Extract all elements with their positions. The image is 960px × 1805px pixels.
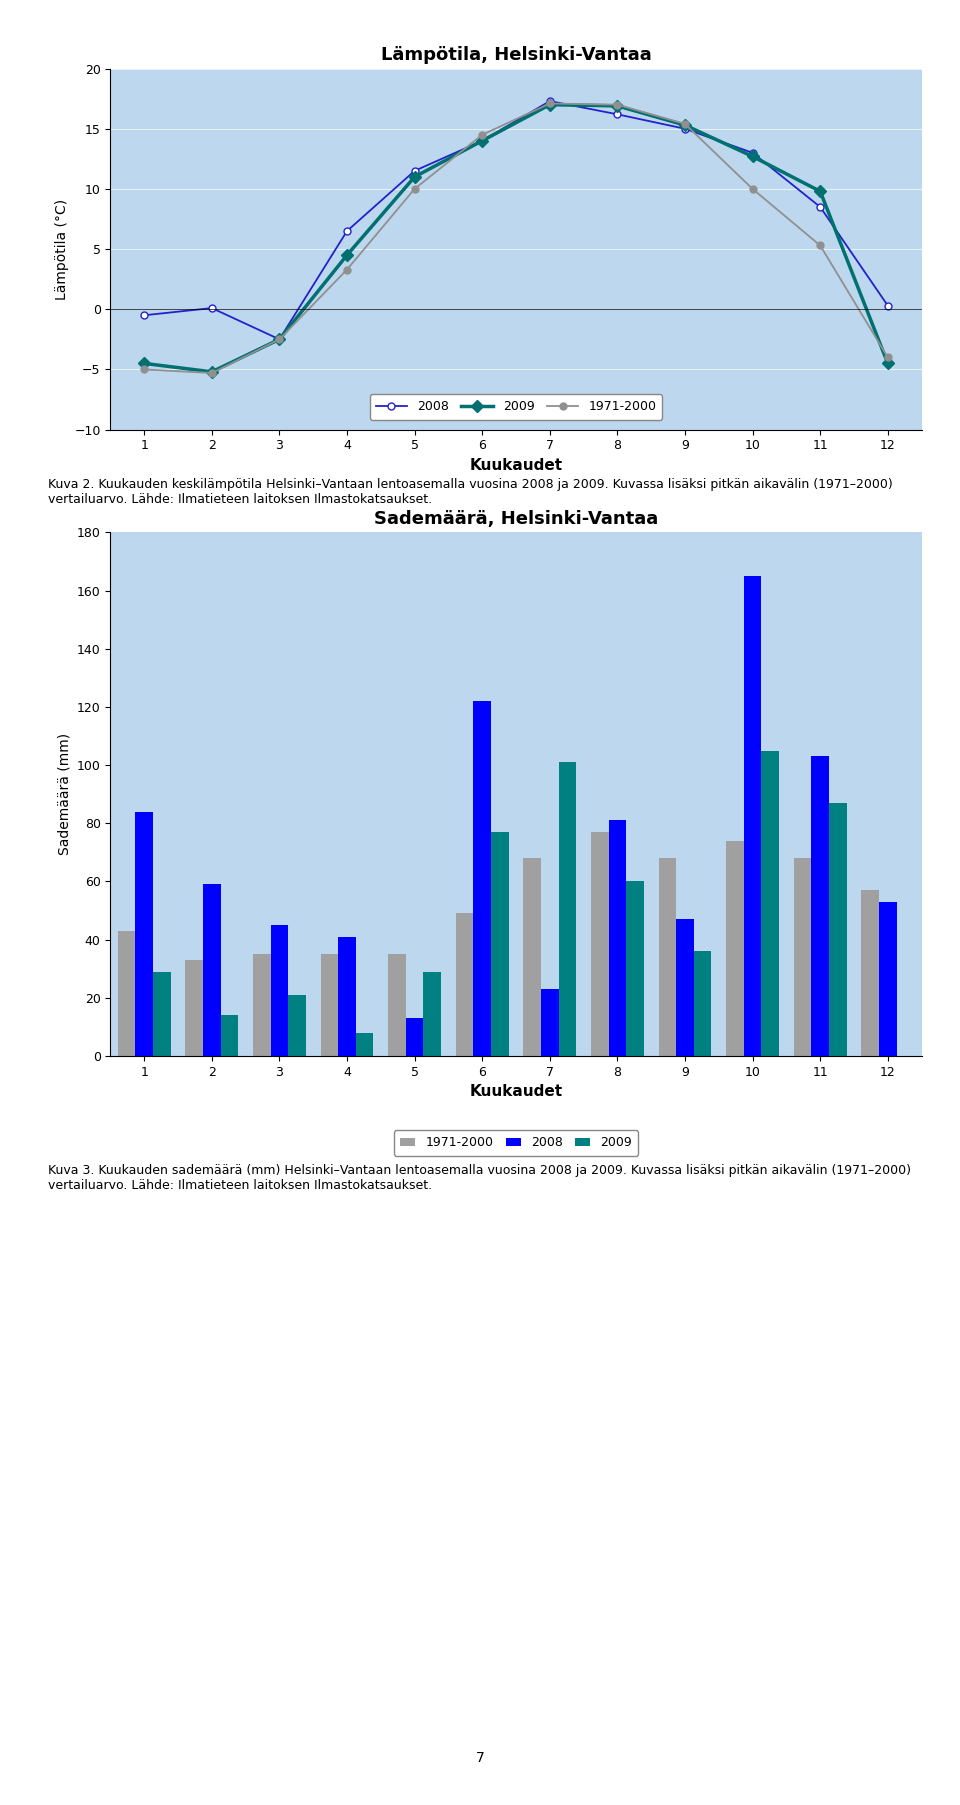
Bar <box>811 756 829 1056</box>
Bar <box>271 924 288 1056</box>
X-axis label: Kuukaudet: Kuukaudet <box>469 458 563 473</box>
Bar <box>406 1018 423 1056</box>
Bar <box>591 832 609 1056</box>
Bar <box>153 971 171 1056</box>
Bar <box>118 931 135 1056</box>
Title: Sademäärä, Helsinki-Vantaa: Sademäärä, Helsinki-Vantaa <box>373 511 659 529</box>
Text: 7: 7 <box>475 1751 485 1765</box>
Bar <box>676 919 694 1056</box>
Bar <box>794 857 811 1056</box>
Bar <box>321 955 338 1056</box>
Bar <box>559 762 576 1056</box>
Text: Kuva 2. Kuukauden keskilämpötila Helsinki–Vantaan lentoasemalla vuosina 2008 ja : Kuva 2. Kuukauden keskilämpötila Helsink… <box>48 478 893 507</box>
Bar <box>829 803 847 1056</box>
Bar <box>523 857 541 1056</box>
Bar <box>744 576 761 1056</box>
Bar <box>541 989 559 1056</box>
X-axis label: Kuukaudet: Kuukaudet <box>469 1085 563 1099</box>
Bar <box>135 812 153 1056</box>
Bar <box>626 881 644 1056</box>
Text: Kuva 3. Kuukauden sademäärä (mm) Helsinki–Vantaan lentoasemalla vuosina 2008 ja : Kuva 3. Kuukauden sademäärä (mm) Helsink… <box>48 1164 911 1193</box>
Bar <box>388 955 406 1056</box>
Legend: 2008, 2009, 1971-2000: 2008, 2009, 1971-2000 <box>370 393 662 421</box>
Bar <box>694 951 711 1056</box>
Title: Lämpötila, Helsinki-Vantaa: Lämpötila, Helsinki-Vantaa <box>380 47 652 65</box>
Bar <box>203 884 221 1056</box>
Bar <box>456 913 473 1056</box>
Bar <box>288 995 306 1056</box>
Bar <box>473 700 491 1056</box>
Bar <box>253 955 271 1056</box>
Y-axis label: Lämpötila (°C): Lämpötila (°C) <box>55 199 69 300</box>
Legend: 1971-2000, 2008, 2009: 1971-2000, 2008, 2009 <box>394 1130 638 1155</box>
Bar <box>726 841 744 1056</box>
Bar <box>185 960 203 1056</box>
Bar <box>356 1032 373 1056</box>
Bar <box>879 902 897 1056</box>
Bar <box>659 857 676 1056</box>
Bar <box>861 890 879 1056</box>
Bar <box>761 751 779 1056</box>
Bar <box>338 937 356 1056</box>
Bar <box>609 819 626 1056</box>
Bar <box>423 971 441 1056</box>
Y-axis label: Sademäärä (mm): Sademäärä (mm) <box>58 733 71 856</box>
Bar <box>491 832 509 1056</box>
Bar <box>221 1014 238 1056</box>
